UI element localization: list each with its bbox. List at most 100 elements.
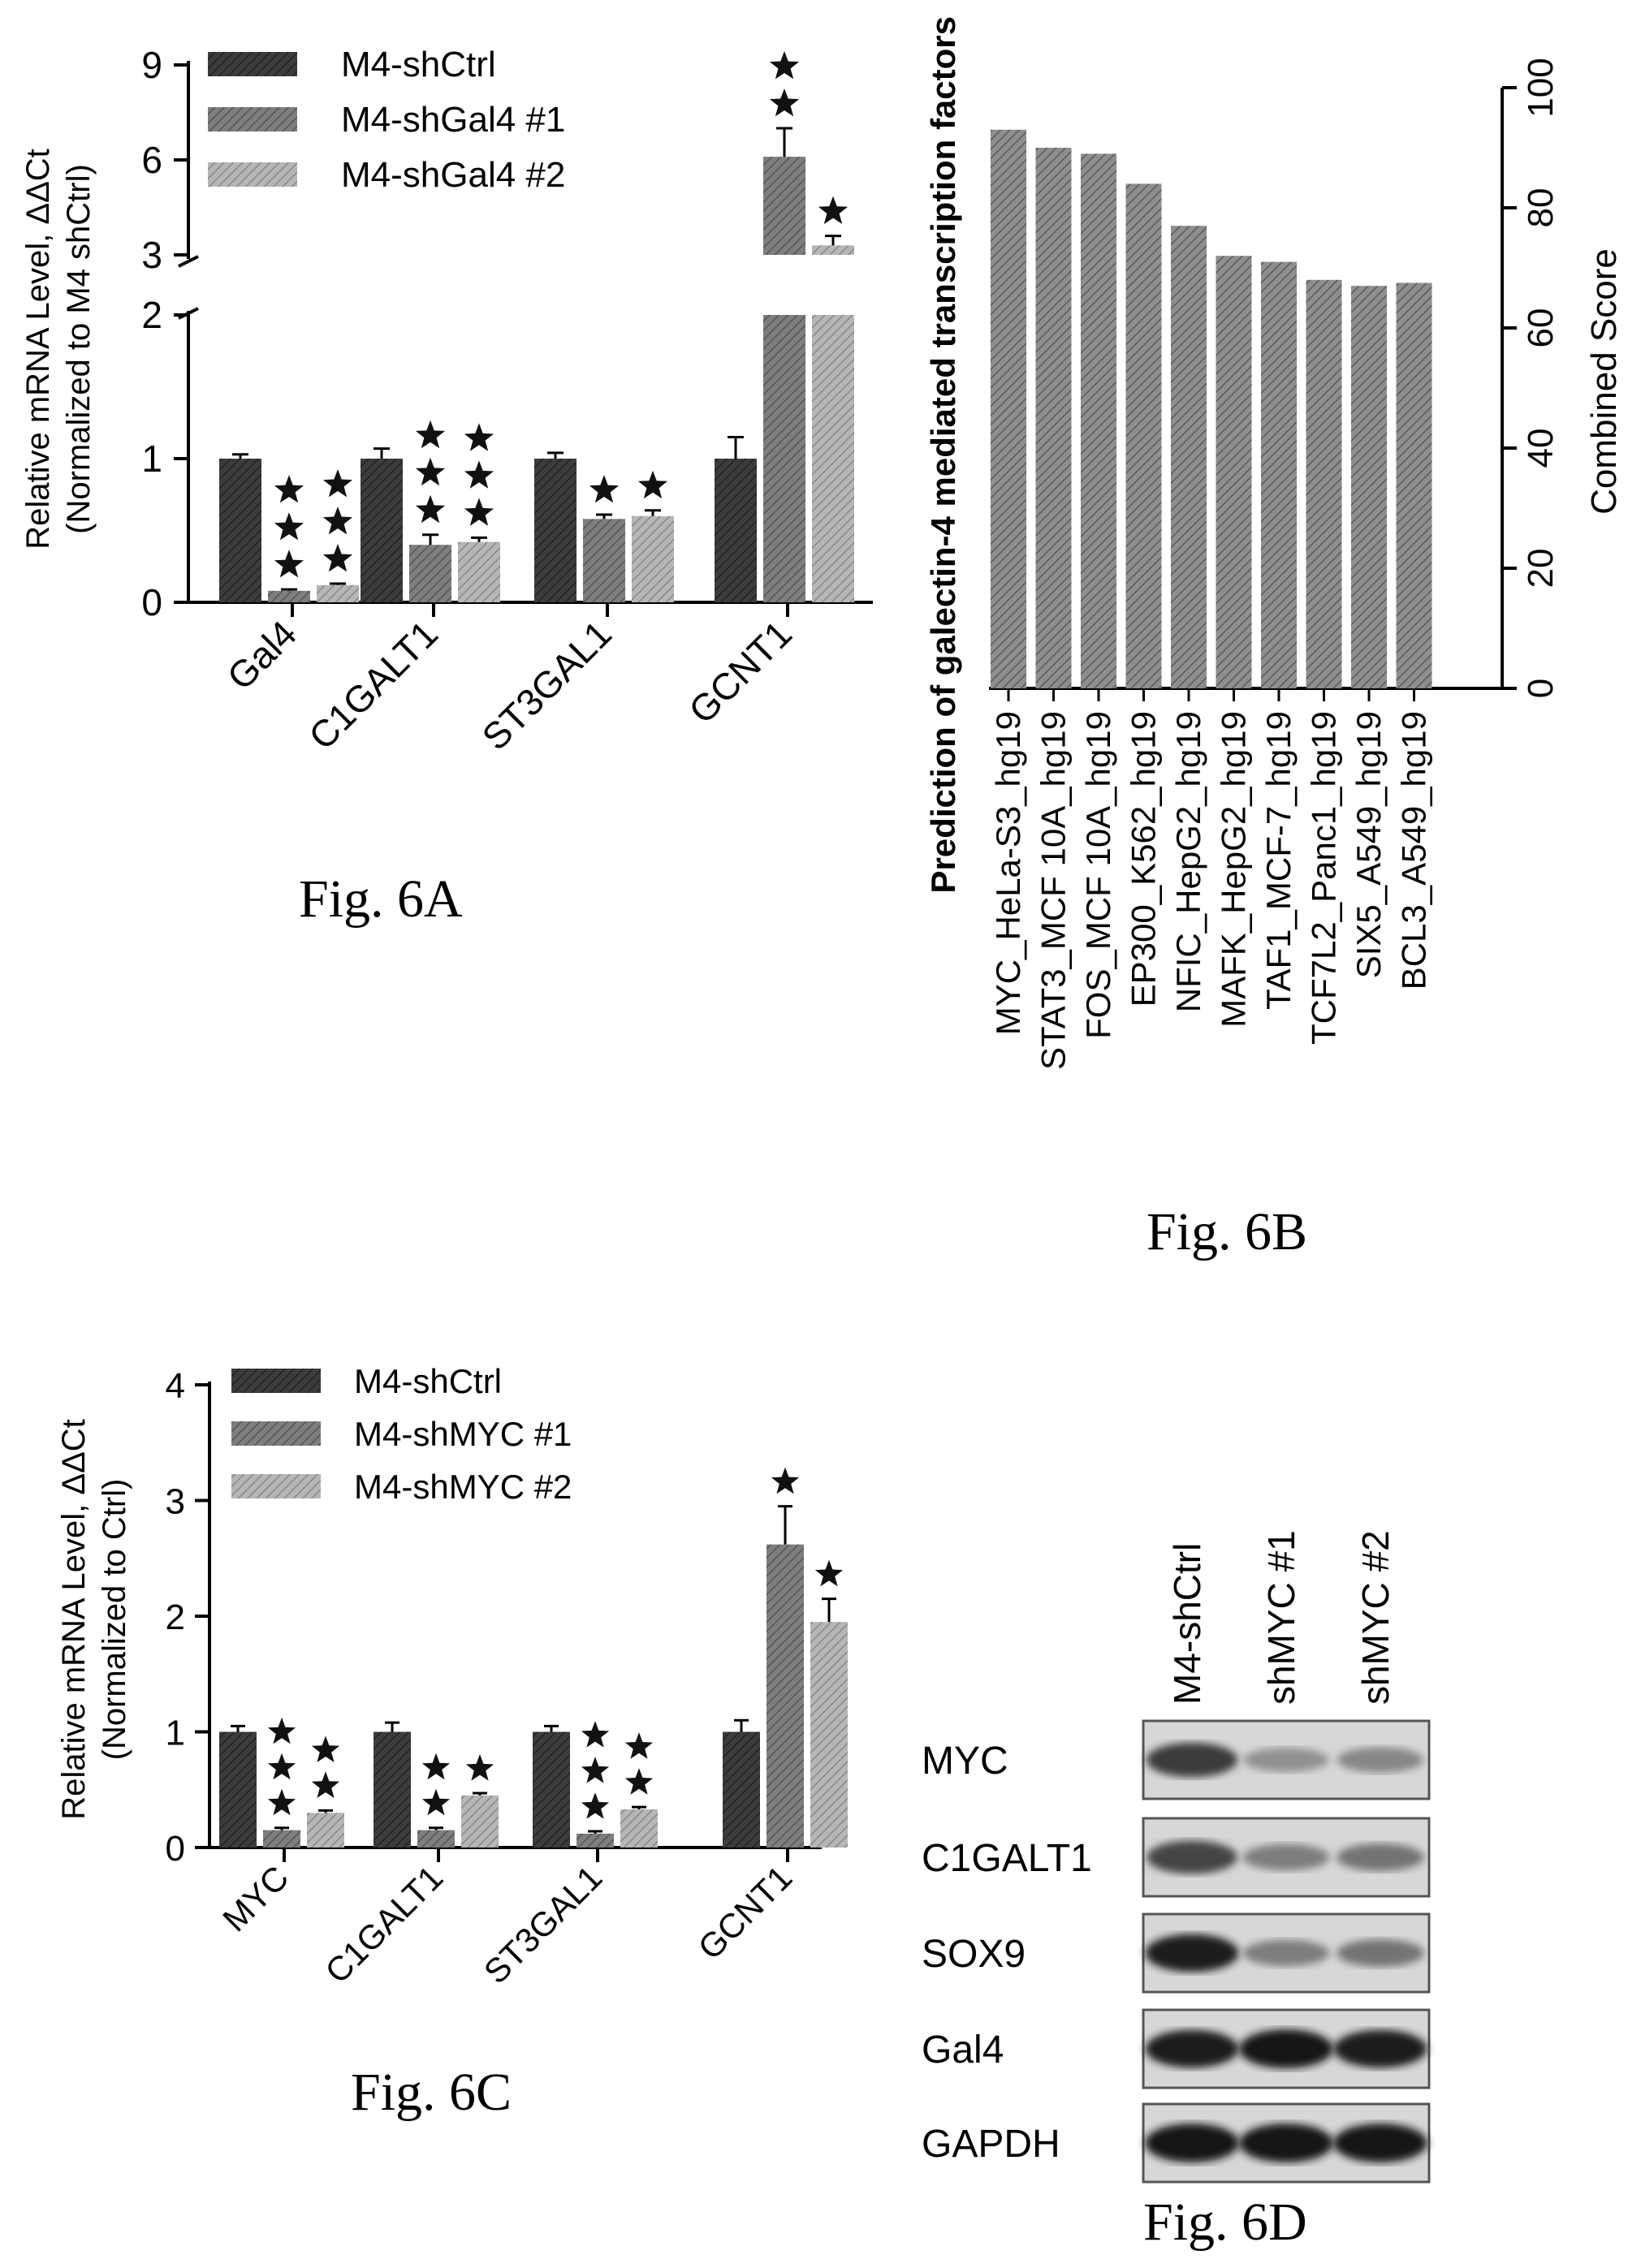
category-label: BCL3_A549_hg19 — [1395, 711, 1433, 990]
legend-swatch — [208, 107, 297, 132]
bar — [409, 545, 451, 602]
bar — [533, 1731, 570, 1848]
bar — [458, 541, 500, 602]
caption-6c: Fig. 6C — [351, 2063, 512, 2122]
legend-label: M4-shCtrl — [341, 45, 496, 84]
bar — [1216, 256, 1252, 688]
bar — [374, 1731, 411, 1848]
axis-break-mark — [178, 255, 199, 268]
chart-title-group: Prediction of galectin-4 mediated transc… — [924, 16, 962, 894]
bar — [1171, 226, 1207, 688]
significance-star — [274, 512, 304, 541]
category-label-group: TCF7L2_Panc1_hg19 — [1305, 711, 1343, 1045]
caption-6a: Fig. 6A — [299, 869, 463, 929]
blot-lane-label: M4-shCtrl — [1166, 1543, 1208, 1705]
blot-band — [1333, 2029, 1427, 2068]
blot-band — [1145, 2124, 1239, 2162]
significance-star — [581, 1792, 610, 1819]
significance-star — [415, 494, 446, 524]
significance-star — [624, 1768, 654, 1795]
y-axis-label-line1: Relative mRNA Level, ΔΔCt — [20, 149, 56, 550]
value-tick-label: 20 — [1521, 549, 1561, 589]
legend-label: M4-shCtrl — [354, 1362, 502, 1400]
blot-row-label: Gal4 — [922, 2029, 1004, 2072]
blot-row-label: GAPDH — [922, 2123, 1060, 2166]
significance-star — [637, 470, 668, 499]
category-label: STAT3_MCF 10A_hg19 — [1034, 711, 1073, 1070]
significance-star — [267, 1753, 296, 1780]
legend-label: M4-shMYC #1 — [354, 1415, 572, 1453]
category-label-group: TAF1_MCF-7_hg19 — [1259, 711, 1298, 1010]
y-tick-label: 4 — [166, 1366, 185, 1406]
value-tick-label: 100 — [1521, 58, 1561, 117]
category-label-group: SIX5_A549_hg19 — [1350, 711, 1388, 978]
blot-row-label: C1GALT1 — [922, 1837, 1092, 1880]
significance-star — [322, 507, 353, 535]
y-tick-label: 2 — [141, 294, 162, 336]
y-tick-label: 1 — [166, 1714, 185, 1753]
blot-band — [1243, 1748, 1329, 1772]
value-tick-label-group: 60 — [1521, 308, 1561, 348]
category-label-group: MYC_HeLa-S3_hg19 — [989, 711, 1027, 1035]
bar — [812, 245, 854, 255]
y-axis-label-line1: Relative mRNA Level, ΔΔCt — [56, 1419, 92, 1820]
blot-band — [1239, 2124, 1333, 2162]
y-axis-label-line2: (Normalized to Ctrl) — [97, 1479, 132, 1761]
bar — [1125, 183, 1162, 688]
blot-band — [1242, 1843, 1330, 1871]
blot-row-label: MYC — [922, 1740, 1008, 1783]
category-label: MAFK_HepG2_hg19 — [1215, 711, 1253, 1028]
category-label-group: STAT3_MCF 10A_hg19 — [1034, 711, 1073, 1070]
blot-band — [1145, 2029, 1239, 2068]
y-axis-label-line2: (Normalized to M4 shCtrl) — [61, 164, 97, 534]
significance-star — [415, 457, 446, 486]
value-tick-label-group: 0 — [1521, 679, 1561, 698]
significance-star — [421, 1753, 451, 1780]
significance-star — [769, 51, 800, 80]
bar — [620, 1809, 658, 1848]
bar — [461, 1795, 499, 1848]
bar — [991, 129, 1026, 689]
blot-band — [1242, 1939, 1330, 1967]
category-label-group: MAFK_HepG2_hg19 — [1215, 711, 1253, 1028]
significance-star — [311, 1771, 340, 1798]
category-label: MYC_HeLa-S3_hg19 — [989, 711, 1027, 1035]
bar — [1081, 153, 1116, 688]
blot-band — [1147, 1840, 1237, 1874]
value-tick-label: 40 — [1521, 429, 1561, 468]
y-tick-label: 3 — [166, 1482, 185, 1522]
bar — [1306, 279, 1342, 688]
bar — [763, 157, 805, 255]
value-tick-label: 60 — [1521, 308, 1561, 348]
significance-star — [267, 1717, 296, 1744]
value-axis-label: Combined Score — [1584, 248, 1624, 515]
bar — [219, 1731, 257, 1848]
category-label: NFIC_HepG2_hg19 — [1169, 711, 1207, 1012]
bar — [632, 515, 674, 602]
value-tick-label: 80 — [1521, 188, 1561, 228]
chart-title: Prediction of galectin-4 mediated transc… — [924, 16, 962, 894]
significance-star — [415, 420, 446, 449]
blot-band — [1337, 1747, 1424, 1773]
significance-star — [464, 498, 494, 526]
category-label: FOS_MCF 10A_hg19 — [1079, 711, 1117, 1039]
blot-band — [1239, 2029, 1333, 2068]
significance-star — [311, 1735, 340, 1762]
y-axis-label: Relative mRNA Level, ΔΔCt (Normalized to … — [20, 149, 97, 550]
bar — [263, 1830, 300, 1848]
significance-star — [818, 196, 849, 224]
blot-lane-label-group: shMYC #1 — [1260, 1530, 1302, 1705]
category-label-group: EP300_K562_hg19 — [1125, 711, 1163, 1007]
legend-label: M4-shMYC #2 — [354, 1468, 572, 1506]
legend-swatch — [231, 1369, 321, 1393]
blot-lane-label: shMYC #1 — [1260, 1530, 1302, 1705]
value-tick-label-group: 20 — [1521, 549, 1561, 589]
blot-lane-label-group: shMYC #2 — [1354, 1530, 1397, 1705]
significance-star — [624, 1732, 654, 1759]
significance-star — [769, 88, 800, 117]
bar — [268, 590, 310, 602]
significance-star — [581, 1721, 610, 1748]
